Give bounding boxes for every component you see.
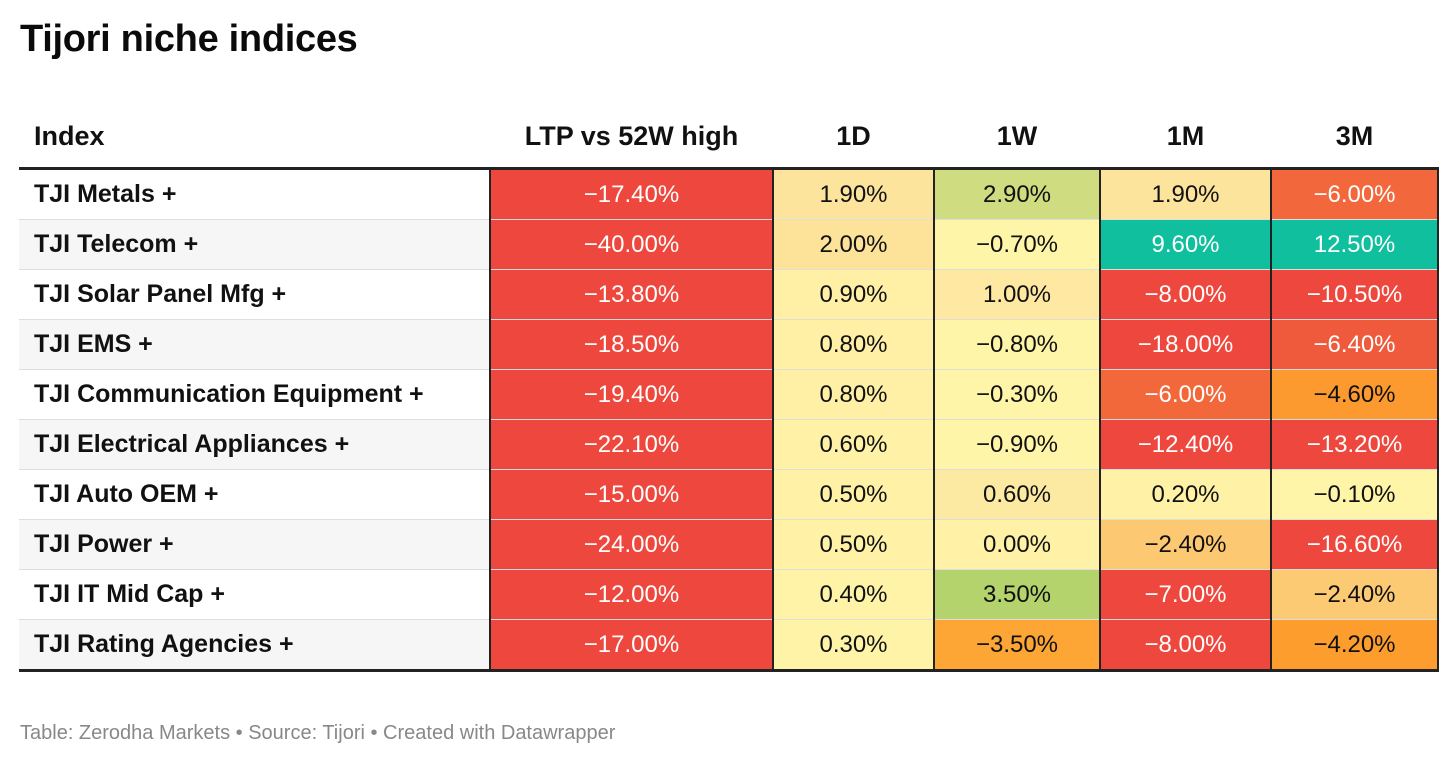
1w-cell: −0.30% [933, 369, 1101, 420]
1m-cell: −7.00% [1099, 569, 1272, 620]
index-name-cell: TJI Metals + [19, 168, 491, 220]
table-row: TJI Rating Agencies + −17.00% 0.30% −3.50% −… [19, 619, 1439, 672]
ltp-cell: −12.00% [489, 569, 774, 620]
3m-cell: −2.40% [1270, 569, 1439, 620]
1d-cell: 0.40% [772, 569, 935, 620]
1d-cell: 0.50% [772, 469, 935, 520]
table-row: TJI Solar Panel Mfg + −13.80% 0.90% 1.00% −8… [19, 269, 1439, 320]
ltp-cell: −18.50% [489, 319, 774, 370]
index-name-cell: TJI EMS + [19, 319, 491, 370]
index-name-cell: TJI Auto OEM + [19, 469, 491, 520]
ltp-cell: −17.40% [489, 168, 774, 220]
3m-cell: −16.60% [1270, 519, 1439, 570]
index-name-cell: TJI Solar Panel Mfg + [19, 269, 491, 320]
3m-cell: −4.20% [1270, 619, 1439, 672]
3m-cell: −10.50% [1270, 269, 1439, 320]
3m-cell: −13.20% [1270, 419, 1439, 470]
1d-cell: 0.90% [772, 269, 935, 320]
1w-cell: 2.90% [933, 168, 1101, 220]
column-header-1w[interactable]: 1W [934, 105, 1100, 170]
ltp-cell: −17.00% [489, 619, 774, 672]
1m-cell: 1.90% [1099, 168, 1272, 220]
ltp-cell: −40.00% [489, 219, 774, 270]
3m-cell: −6.00% [1270, 168, 1439, 220]
1d-cell: 0.80% [772, 319, 935, 370]
1d-cell: 0.80% [772, 369, 935, 420]
1m-cell: −12.40% [1099, 419, 1272, 470]
column-header-ltp[interactable]: LTP vs 52W high [490, 105, 773, 170]
ltp-cell: −19.40% [489, 369, 774, 420]
table-row: TJI EMS + −18.50% 0.80% −0.80% −18.00% −6.40% [19, 319, 1439, 370]
1d-cell: 0.60% [772, 419, 935, 470]
1w-cell: −0.70% [933, 219, 1101, 270]
column-header-1d[interactable]: 1D [773, 105, 934, 170]
table-row: TJI Electrical Appliances + −22.10% 0.60% −… [19, 419, 1439, 470]
1w-cell: 3.50% [933, 569, 1101, 620]
1w-cell: −0.90% [933, 419, 1101, 470]
1m-cell: −18.00% [1099, 319, 1272, 370]
1m-cell: 0.20% [1099, 469, 1272, 520]
ltp-cell: −13.80% [489, 269, 774, 320]
3m-cell: −6.40% [1270, 319, 1439, 370]
1m-cell: −6.00% [1099, 369, 1272, 420]
1d-cell: 0.30% [772, 619, 935, 672]
1w-cell: −3.50% [933, 619, 1101, 672]
table-row: TJI Auto OEM + −15.00% 0.50% 0.60% 0.20% −0.1… [19, 469, 1439, 520]
table-row: TJI Power + −24.00% 0.50% 0.00% −2.40% −16.60… [19, 519, 1439, 570]
1m-cell: −8.00% [1099, 619, 1272, 672]
index-name-cell: TJI Power + [19, 519, 491, 570]
index-name-cell: TJI Telecom + [19, 219, 491, 270]
heatmap-table: Index LTP vs 52W high 1D 1W 1M 3M TJI Me… [19, 105, 1439, 672]
1w-cell: 1.00% [933, 269, 1101, 320]
table-body: TJI Metals + −17.40% 1.90% 2.90% 1.90% −6.00%… [19, 168, 1439, 672]
table-row: TJI Metals + −17.40% 1.90% 2.90% 1.90% −6.00% [19, 168, 1439, 220]
1d-cell: 0.50% [772, 519, 935, 570]
1w-cell: −0.80% [933, 319, 1101, 370]
1w-cell: 0.00% [933, 519, 1101, 570]
ltp-cell: −22.10% [489, 419, 774, 470]
1d-cell: 2.00% [772, 219, 935, 270]
1d-cell: 1.90% [772, 168, 935, 220]
index-name-cell: TJI Electrical Appliances + [19, 419, 491, 470]
column-header-3m[interactable]: 3M [1271, 105, 1438, 170]
page-title: Tijori niche indices [20, 18, 358, 60]
index-name-cell: TJI Rating Agencies + [19, 619, 491, 672]
3m-cell: −0.10% [1270, 469, 1439, 520]
3m-cell: −4.60% [1270, 369, 1439, 420]
table-row: TJI Telecom + −40.00% 2.00% −0.70% 9.60% 12.5… [19, 219, 1439, 270]
table-row: TJI IT Mid Cap + −12.00% 0.40% 3.50% −7.00% −… [19, 569, 1439, 620]
ltp-cell: −15.00% [489, 469, 774, 520]
ltp-cell: −24.00% [489, 519, 774, 570]
3m-cell: 12.50% [1270, 219, 1439, 270]
index-name-cell: TJI IT Mid Cap + [19, 569, 491, 620]
1m-cell: −8.00% [1099, 269, 1272, 320]
1m-cell: −2.40% [1099, 519, 1272, 570]
index-name-cell: TJI Communication Equipment + [19, 369, 491, 420]
header-row: Index LTP vs 52W high 1D 1W 1M 3M [19, 105, 1438, 170]
table-row: TJI Communication Equipment + −19.40% 0.80… [19, 369, 1439, 420]
source-footer: Table: Zerodha Markets • Source: Tijori … [20, 722, 616, 744]
column-header-index[interactable]: Index [19, 105, 490, 170]
1w-cell: 0.60% [933, 469, 1101, 520]
column-header-1m[interactable]: 1M [1100, 105, 1271, 170]
1m-cell: 9.60% [1099, 219, 1272, 270]
